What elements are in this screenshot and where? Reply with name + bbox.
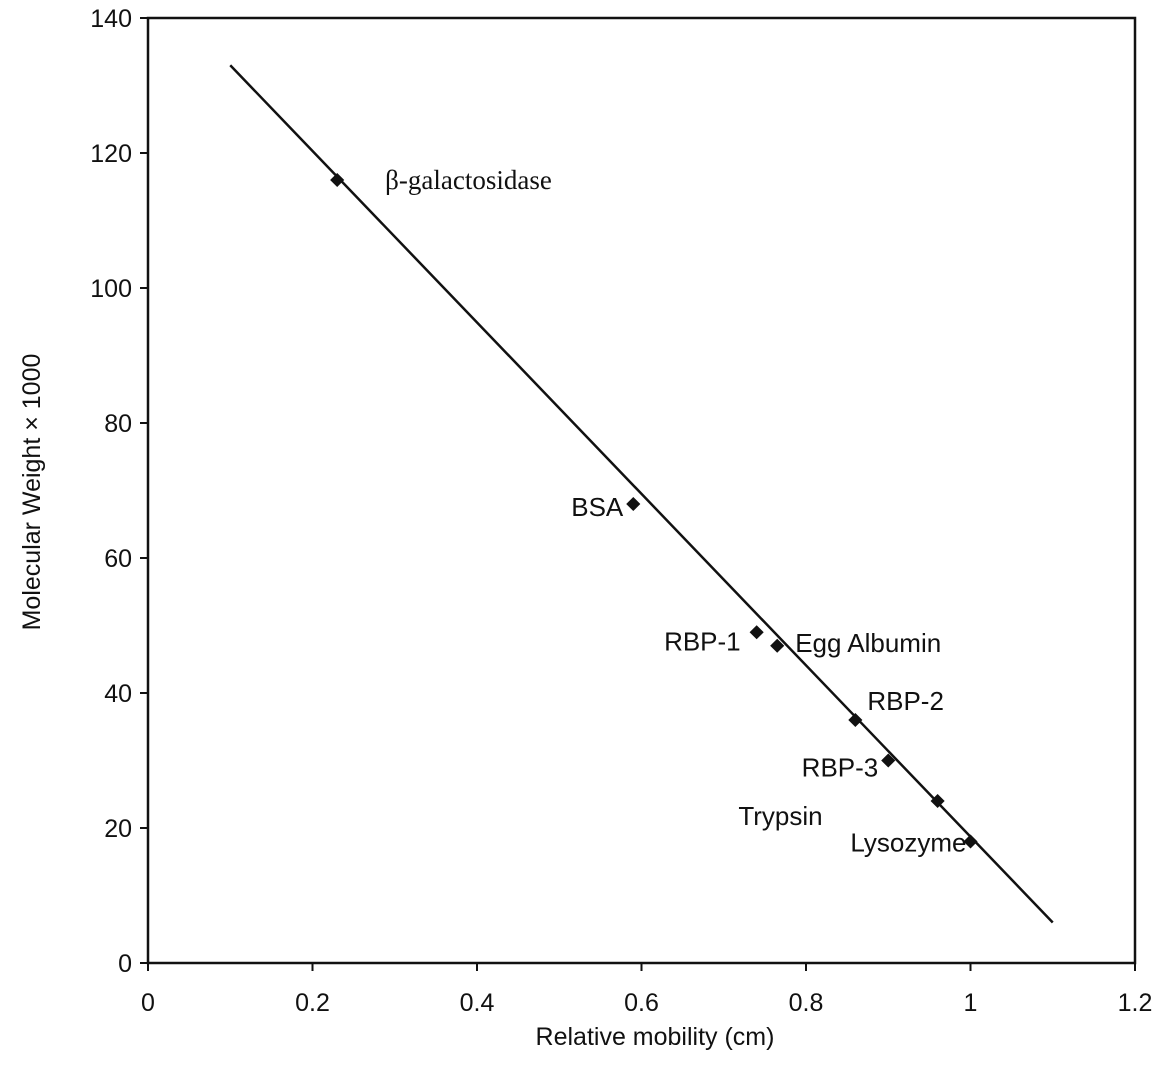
data-point-marker	[848, 712, 863, 728]
x-tick-label: 0.2	[295, 989, 330, 1017]
data-point-label: β-galactosidase	[385, 165, 552, 195]
y-tick-label: 120	[90, 140, 132, 168]
data-point-marker	[963, 834, 978, 849]
data-point-label: RBP-3	[802, 753, 879, 783]
x-tick-label: 1.2	[1118, 989, 1153, 1017]
x-tick-label: 0.6	[624, 989, 659, 1017]
y-tick-label: 40	[104, 680, 132, 708]
x-axis-label: Relative mobility (cm)	[536, 1023, 775, 1051]
x-tick-label: 0.8	[789, 989, 824, 1017]
y-tick-label: 20	[104, 815, 132, 843]
y-tick-label: 0	[118, 950, 132, 978]
x-tick-label: 1	[964, 989, 978, 1017]
data-point-marker	[626, 496, 641, 512]
data-point-label: Trypsin	[738, 801, 822, 831]
data-point-label: Egg Albumin	[795, 628, 941, 658]
data-point-label: RBP-2	[867, 686, 944, 716]
data-point-marker	[930, 793, 945, 809]
y-axis-ticks: 0 20 40 60 80 100 120 140	[90, 5, 148, 978]
regression-line	[229, 64, 1054, 924]
x-axis-ticks: 0 0.2 0.4 0.6 0.8 1 1.2	[141, 963, 1152, 1017]
y-tick-label: 100	[90, 275, 132, 303]
data-point-marker	[330, 172, 345, 188]
data-point-labels: β-galactosidase BSA RBP-1 Egg Albumin RBP-2 R…	[385, 165, 966, 858]
y-axis-label: Molecular Weight × 1000	[18, 354, 46, 631]
data-point-marker	[881, 753, 896, 768]
y-tick-label: 60	[104, 545, 132, 573]
y-tick-label: 80	[104, 410, 132, 438]
regression-line-group	[229, 64, 1054, 924]
x-tick-label: 0.4	[460, 989, 495, 1017]
data-point-marker	[749, 625, 764, 640]
data-point-label: RBP-1	[664, 626, 741, 656]
data-point-label: BSA	[571, 492, 624, 522]
data-point-label: Lysozyme	[850, 828, 966, 858]
y-tick-label: 140	[90, 5, 132, 33]
plot-area-frame	[146, 16, 1137, 965]
data-points	[330, 172, 978, 849]
x-tick-label: 0	[141, 989, 155, 1017]
data-point-marker	[770, 638, 785, 653]
